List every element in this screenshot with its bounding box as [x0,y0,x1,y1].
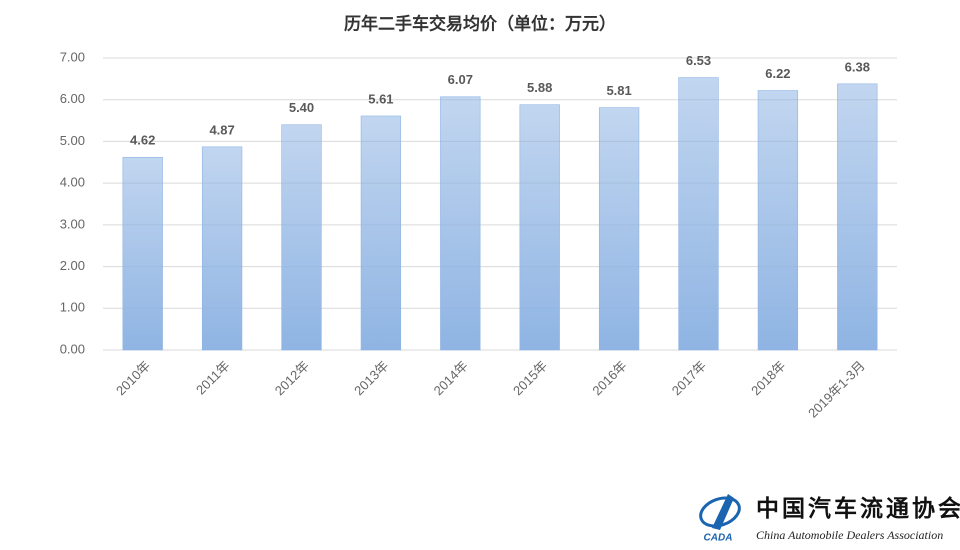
value-label: 4.62 [130,133,155,148]
logo-name-cn: 中国汽车流通协会 [756,495,960,522]
logo-emblem [712,494,734,530]
bar [757,90,799,351]
x-tick-label: 2018年 [748,358,788,398]
y-tick-label: 2.00 [60,258,85,273]
x-tick-label: 2013年 [351,358,391,398]
y-tick-label: 1.00 [60,300,85,315]
bar [519,104,560,351]
y-tick-label: 0.00 [60,341,85,356]
x-tick-label: 2014年 [431,358,471,398]
value-label: 6.38 [845,59,870,74]
x-tick-label: 2012年 [272,358,312,398]
value-label: 4.87 [209,122,234,137]
x-tick-label: 2017年 [669,358,709,398]
y-tick-label: 5.00 [60,133,85,148]
value-label: 6.53 [686,53,711,68]
y-tick-label: 3.00 [60,216,85,231]
bar [201,146,243,351]
x-tick-label: 2015年 [510,358,550,398]
value-label: 5.88 [527,80,552,95]
x-tick-label: 2010年 [113,358,153,398]
logo: CADA 中国汽车流通协会 China Automobile Dealers A… [699,494,960,544]
bar [678,77,719,351]
logo-emblem [699,496,741,528]
logo-abbr: CADA [704,533,733,544]
bar [360,115,402,351]
x-tick-label: 2016年 [589,358,629,398]
x-tick-label: 2011年 [193,358,233,398]
y-tick-label: 6.00 [60,91,85,106]
x-tick-label: 2019年1-3月 [805,358,868,421]
y-tick-label: 4.00 [60,175,85,190]
value-label: 6.22 [765,66,790,81]
value-label: 5.40 [289,100,314,115]
value-label: 6.07 [448,72,473,87]
value-label: 5.61 [368,91,393,106]
logo-name-en: China Automobile Dealers Association [756,528,943,542]
y-tick-label: 7.00 [60,49,85,64]
bar [281,124,322,351]
bar [122,156,163,351]
bar [440,96,481,351]
value-label: 5.81 [606,83,631,98]
bar [837,83,878,351]
bar [598,107,640,351]
chart-title: 历年二手车交易均价（单位：万元） [344,13,616,33]
